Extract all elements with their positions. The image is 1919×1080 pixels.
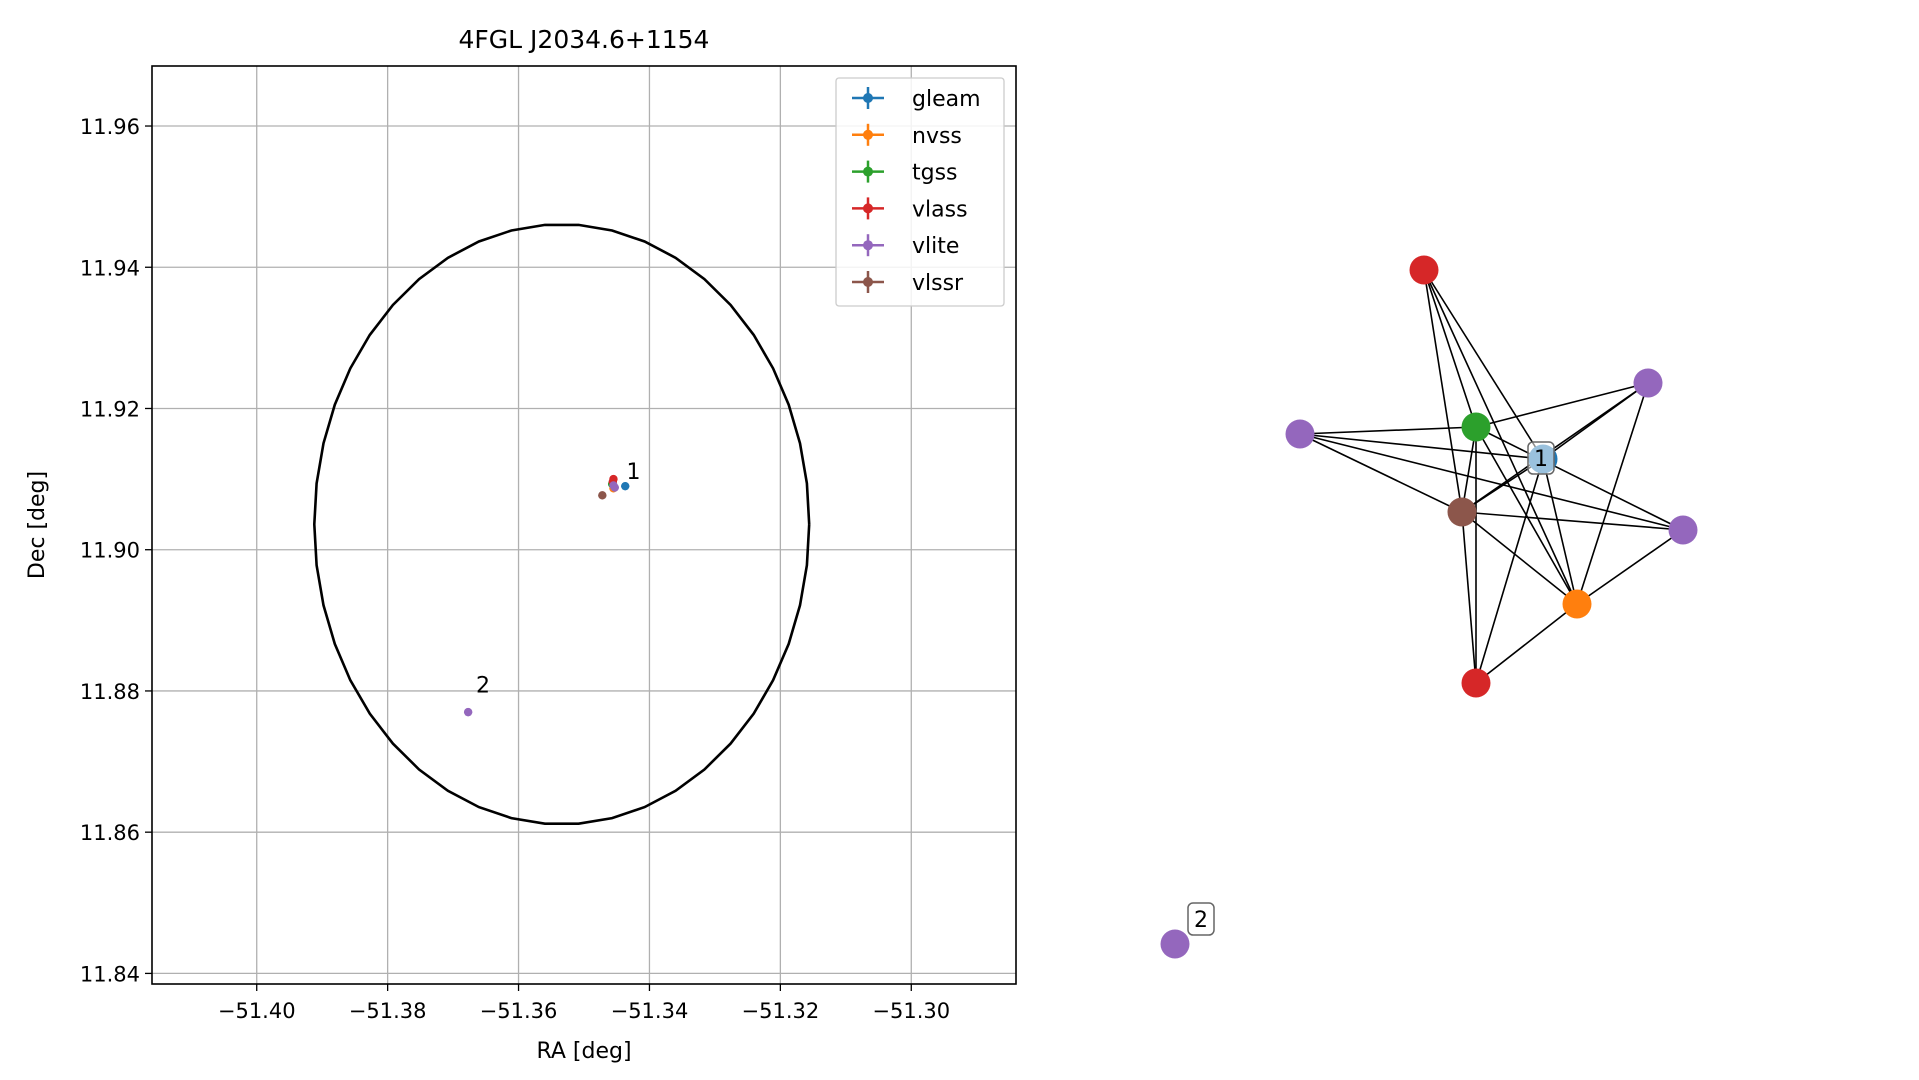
graph-edge <box>1461 511 1477 684</box>
x-tick-label: −51.38 <box>349 999 427 1023</box>
y-tick-label: 11.96 <box>80 115 140 139</box>
tgss-legend-marker <box>863 166 873 177</box>
graph-edge <box>1576 529 1684 605</box>
graph-edge <box>1576 382 1649 605</box>
y-tick-label: 11.94 <box>80 256 140 280</box>
graph-node-vlite-left <box>1285 419 1315 449</box>
nvss-legend-label: nvss <box>912 124 962 149</box>
localization-ellipse <box>312 223 811 825</box>
point-annotations: 12 <box>476 460 641 698</box>
graph-edges <box>1299 269 1684 684</box>
graph-node-vlass-bottom <box>1461 668 1491 698</box>
graph-cluster-labels: 12 <box>1187 441 1555 936</box>
graph-edge <box>1475 382 1649 428</box>
graph-edge <box>1299 433 1684 531</box>
graph-edge <box>1423 269 1477 428</box>
vlass-legend-label: vlass <box>912 197 968 222</box>
graph-edge <box>1423 269 1578 605</box>
graph-node-vlass-top <box>1409 255 1439 285</box>
gleam-legend-label: gleam <box>912 87 981 112</box>
x-tick-label: −51.40 <box>218 999 296 1023</box>
nvss-legend-marker <box>863 129 873 140</box>
data-points <box>463 474 630 717</box>
y-ticks: 11.84 11.86 11.88 11.90 11.92 11.94 11.96 <box>80 115 152 986</box>
graph-edge <box>1542 382 1649 460</box>
graph-cluster-label: 2 <box>1194 908 1208 933</box>
graph-edge <box>1475 426 1684 531</box>
graph-cluster-label: 1 <box>1534 447 1548 472</box>
graph-edge <box>1542 458 1578 605</box>
graph-edge <box>1299 433 1463 513</box>
vlssr-legend-marker <box>863 277 873 287</box>
graph-node-nvss <box>1562 589 1592 619</box>
y-tick-label: 11.90 <box>80 539 140 563</box>
uncertainty-ellipse <box>312 223 811 825</box>
graph-edge <box>1461 511 1578 605</box>
legend: gleam nvss tgss vlass vlite vlssr <box>835 77 1005 307</box>
tgss-legend-label: tgss <box>912 161 958 186</box>
x-ticks: −51.40 −51.38 −51.36 −51.34 −51.32 −51.30 <box>218 984 950 1023</box>
gleam-point <box>621 481 630 491</box>
graph-label-box <box>1187 902 1215 936</box>
graph-edge <box>1475 458 1544 684</box>
cluster-annotation: 2 <box>476 673 490 698</box>
y-tick-label: 11.88 <box>80 680 140 704</box>
y-axis-label: Dec [deg] <box>25 471 50 579</box>
chart-title: 4FGL J2034.6+1154 <box>459 25 710 54</box>
graph-edge <box>1299 426 1477 435</box>
gleam-legend-marker <box>863 93 873 103</box>
x-tick-label: −51.32 <box>742 999 820 1023</box>
vlass-legend-marker <box>863 203 873 214</box>
x-tick-label: −51.30 <box>872 999 950 1023</box>
graph-label-box <box>1527 441 1555 475</box>
y-tick-label: 11.84 <box>80 962 140 986</box>
graph-node-tgss <box>1461 412 1491 442</box>
graph-node-vlssr <box>1447 497 1477 527</box>
graph-edge <box>1423 269 1463 513</box>
vlssr-point <box>598 491 607 500</box>
graph-nodes <box>1160 255 1698 959</box>
graph-node-vlite-right-top <box>1633 368 1663 398</box>
y-tick-label: 11.86 <box>80 821 140 845</box>
vlite-legend-marker <box>863 240 873 251</box>
sky-scatter-plot: 4FGL J2034.6+1154 12 −51.40 −51.38 −51.36−… <box>25 25 1017 1064</box>
vlssr-legend-label: vlssr <box>912 271 964 296</box>
x-tick-label: −51.36 <box>480 999 558 1023</box>
graph-edge <box>1461 511 1684 531</box>
graph-node-vlite-iso <box>1160 929 1190 959</box>
y-tick-label: 11.92 <box>80 397 140 421</box>
x-tick-label: −51.34 <box>611 999 689 1023</box>
vlite-point <box>610 483 619 492</box>
vlite-point <box>463 707 473 717</box>
graph-edge <box>1299 433 1544 460</box>
network-graph: 12 <box>1160 255 1698 959</box>
x-axis-label: RA [deg] <box>536 1039 631 1064</box>
cluster-annotation: 1 <box>627 460 641 485</box>
graph-node-vlite-right <box>1668 515 1698 545</box>
vlite-legend-label: vlite <box>912 234 959 259</box>
graph-edge <box>1423 269 1544 460</box>
graph-edge <box>1475 603 1578 684</box>
plot-frame <box>151 65 1017 985</box>
